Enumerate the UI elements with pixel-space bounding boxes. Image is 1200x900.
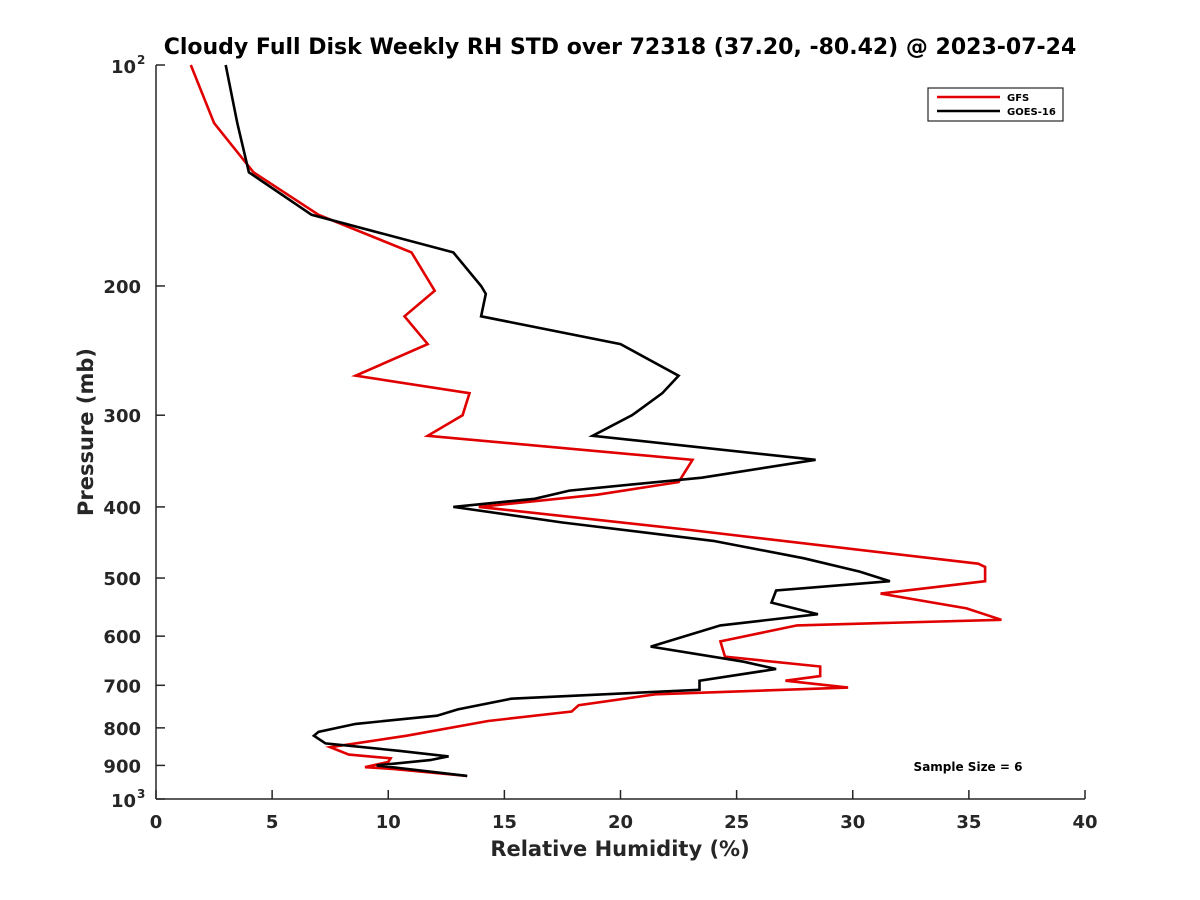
x-tick-label: 15 — [492, 812, 517, 833]
legend-label-gfs: GFS — [1007, 93, 1029, 104]
y-tick-label: 500 — [103, 569, 141, 590]
x-tick-label: 25 — [724, 812, 749, 833]
x-tick-label: 35 — [956, 812, 981, 833]
y-tick-exponent: 3 — [137, 787, 145, 801]
y-tick-label: 10 — [111, 791, 136, 812]
x-tick-label: 5 — [266, 812, 279, 833]
x-tick-label: 0 — [150, 812, 163, 833]
y-tick-exponent: 2 — [137, 53, 145, 67]
legend-box — [927, 87, 1064, 122]
y-axis-label: Pressure (mb) — [74, 348, 98, 516]
y-tick-label: 900 — [103, 756, 141, 777]
legend-label-goes16: GOES-16 — [1007, 107, 1056, 118]
plot-axes — [155, 65, 1085, 800]
y-tick-label: 400 — [103, 498, 141, 519]
x-tick-label: 20 — [608, 812, 633, 833]
x-tick-label: 30 — [840, 812, 865, 833]
series-line-gfs — [189, 64, 1002, 778]
x-tick-label: 40 — [1072, 812, 1097, 833]
chart-title: Cloudy Full Disk Weekly RH STD over 7231… — [164, 35, 1077, 60]
legend: GFS GOES-16 — [927, 87, 1064, 122]
series-line-goes16 — [224, 64, 891, 778]
y-tick-label: 300 — [103, 406, 141, 427]
y-tick-label: 600 — [103, 627, 141, 648]
y-tick-label: 700 — [103, 676, 141, 697]
series-group — [189, 64, 1002, 778]
x-tick-label: 10 — [376, 812, 401, 833]
y-tick-label: 800 — [103, 719, 141, 740]
y-tick-label: 10 — [111, 57, 136, 78]
x-axis-label: Relative Humidity (%) — [490, 837, 749, 861]
x-ticks: 0 5 10 15 20 25 30 35 40 — [150, 790, 1098, 833]
y-tick-label: 200 — [103, 277, 141, 298]
sample-size-annotation: Sample Size = 6 — [914, 760, 1023, 774]
